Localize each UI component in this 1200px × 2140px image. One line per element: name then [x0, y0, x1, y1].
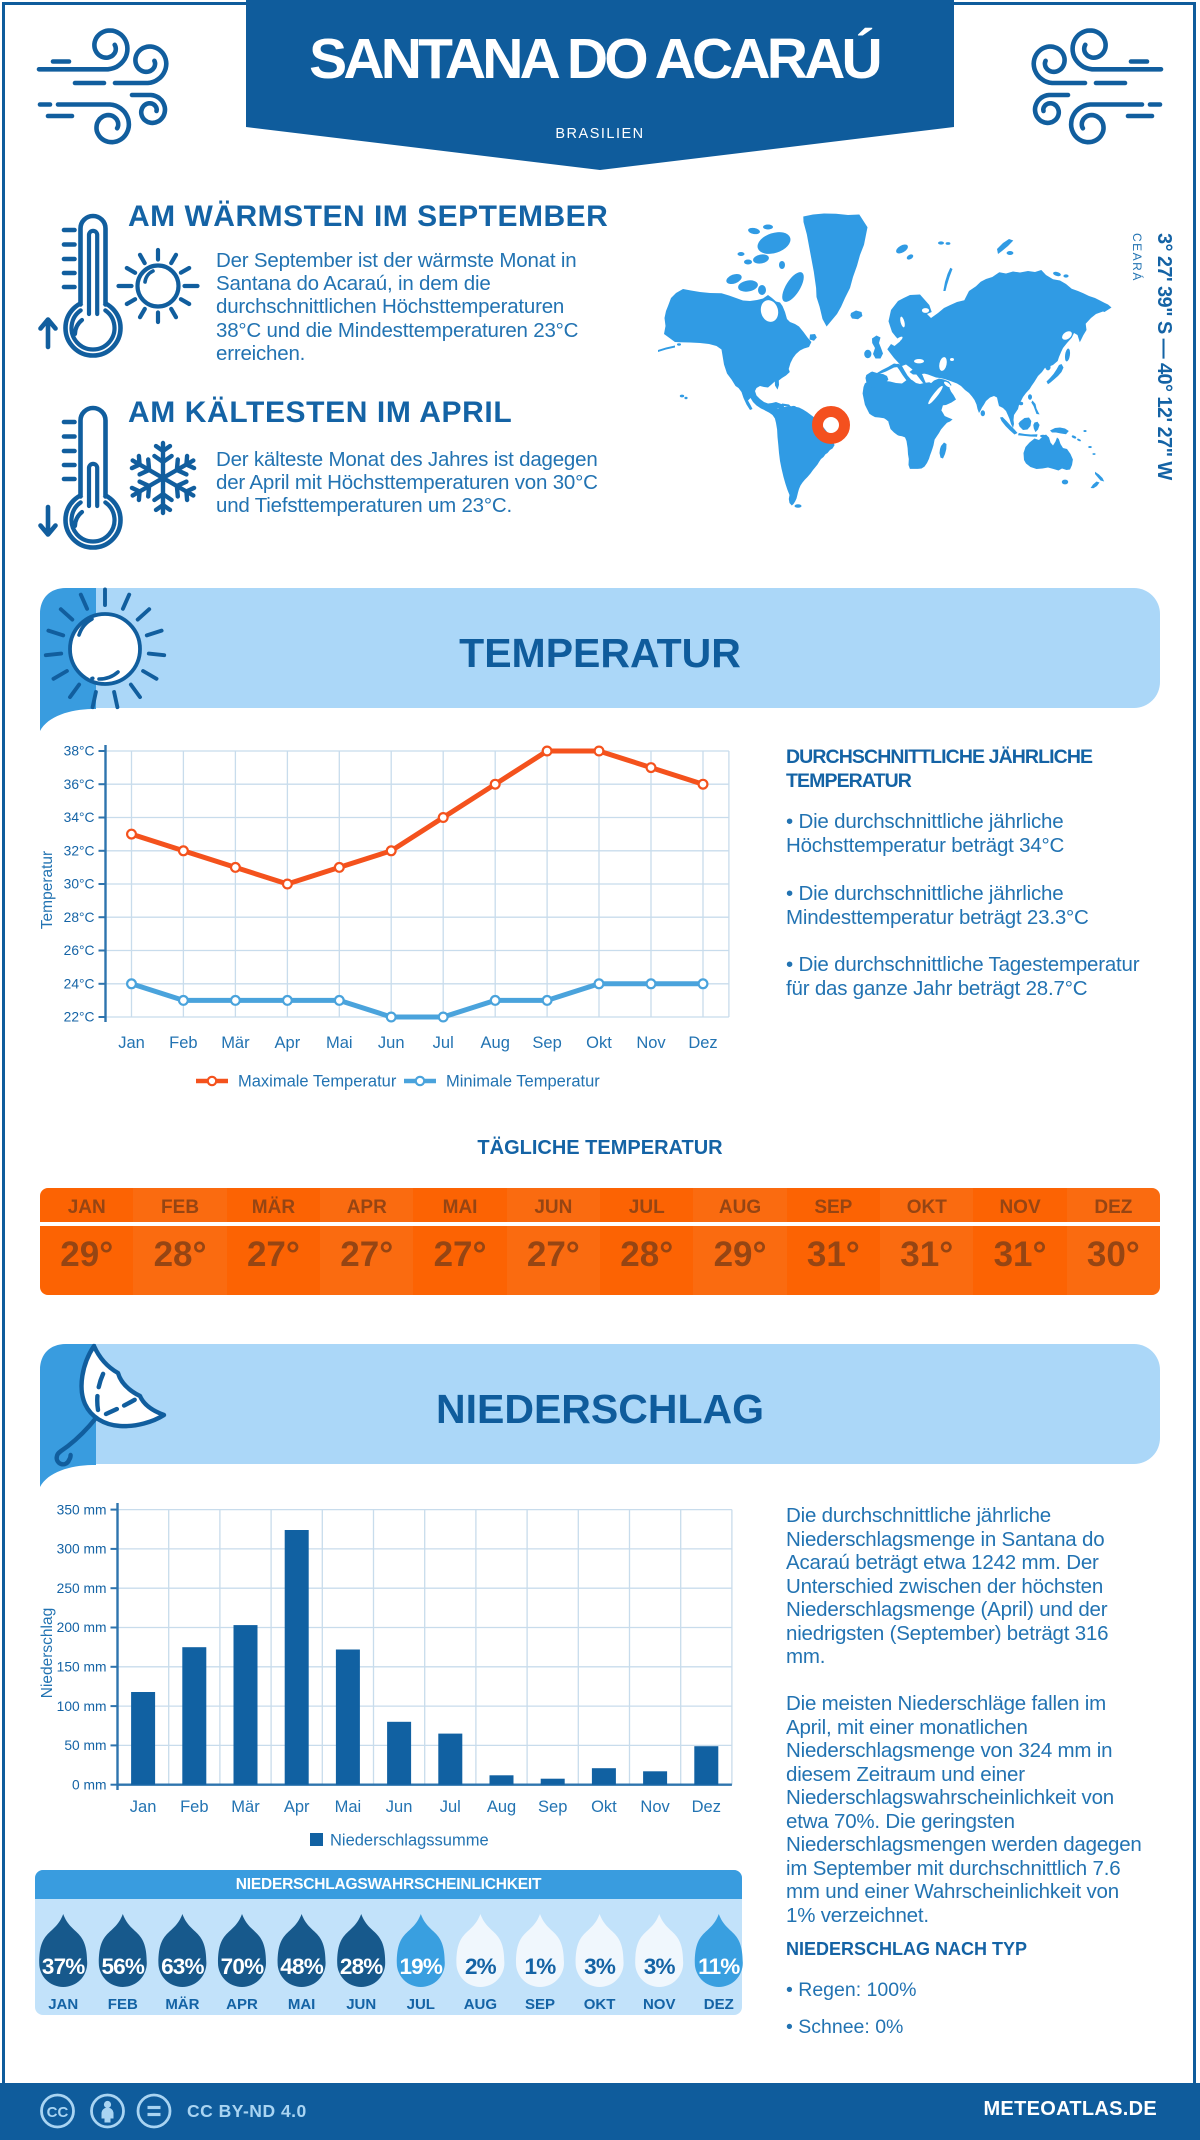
svg-text:FEB: FEB — [108, 1996, 138, 2013]
svg-text:Mär: Mär — [231, 1798, 260, 1816]
svg-text:Mär: Mär — [221, 1034, 250, 1052]
svg-text:Jun: Jun — [378, 1034, 405, 1052]
svg-text:SEP: SEP — [525, 1996, 555, 2013]
svg-text:Dez: Dez — [692, 1798, 721, 1816]
svg-text:250 mm: 250 mm — [57, 1581, 107, 1596]
svg-text:3%: 3% — [584, 1954, 616, 1979]
svg-text:JUN: JUN — [346, 1996, 376, 2013]
svg-text:70%: 70% — [221, 1954, 264, 1979]
svg-text:26°C: 26°C — [64, 943, 95, 958]
svg-text:Jun: Jun — [386, 1798, 413, 1816]
svg-text:34°C: 34°C — [64, 810, 95, 825]
svg-text:Aug: Aug — [481, 1034, 510, 1052]
svg-text:OKT: OKT — [584, 1996, 616, 2013]
svg-text:CC: CC — [47, 2104, 69, 2121]
svg-text:28%: 28% — [340, 1954, 383, 1979]
svg-text:Maximale Temperatur: Maximale Temperatur — [238, 1073, 397, 1091]
svg-text:38°C: 38°C — [64, 744, 95, 759]
svg-text:Apr: Apr — [284, 1798, 310, 1816]
svg-text:Temperatur: Temperatur — [39, 851, 56, 929]
svg-text:Feb: Feb — [180, 1798, 208, 1816]
svg-text:Sep: Sep — [532, 1034, 561, 1052]
svg-text:Okt: Okt — [591, 1798, 617, 1816]
svg-text:56%: 56% — [101, 1954, 144, 1979]
svg-text:Mai: Mai — [335, 1798, 362, 1816]
svg-text:Jan: Jan — [118, 1034, 145, 1052]
svg-text:24°C: 24°C — [64, 977, 95, 992]
svg-text:Mai: Mai — [326, 1034, 353, 1052]
svg-text:Dez: Dez — [688, 1034, 717, 1052]
svg-text:37%: 37% — [42, 1954, 85, 1979]
svg-text:350 mm: 350 mm — [57, 1502, 107, 1517]
svg-text:Niederschlagssumme: Niederschlagssumme — [330, 1832, 489, 1850]
svg-text:200 mm: 200 mm — [57, 1620, 107, 1635]
svg-text:1%: 1% — [525, 1954, 557, 1979]
svg-text:NOV: NOV — [643, 1996, 676, 2013]
svg-text:0 mm: 0 mm — [72, 1777, 107, 1792]
svg-text:3%: 3% — [644, 1954, 676, 1979]
svg-text:Jul: Jul — [433, 1034, 454, 1052]
svg-text:32°C: 32°C — [64, 844, 95, 859]
svg-text:63%: 63% — [161, 1954, 204, 1979]
svg-text:11%: 11% — [698, 1954, 740, 1979]
svg-text:100 mm: 100 mm — [57, 1699, 107, 1714]
svg-text:48%: 48% — [280, 1954, 323, 1979]
svg-text:2%: 2% — [465, 1954, 497, 1979]
svg-text:JUL: JUL — [407, 1996, 435, 2013]
svg-text:30°C: 30°C — [64, 877, 95, 892]
svg-text:Minimale Temperatur: Minimale Temperatur — [446, 1073, 600, 1091]
svg-text:19%: 19% — [399, 1954, 442, 1979]
svg-text:300 mm: 300 mm — [57, 1542, 107, 1557]
svg-text:Feb: Feb — [169, 1034, 197, 1052]
svg-text:36°C: 36°C — [64, 777, 95, 792]
svg-text:AUG: AUG — [464, 1996, 497, 2013]
svg-text:Nov: Nov — [636, 1034, 666, 1052]
svg-text:Niederschlag: Niederschlag — [39, 1608, 56, 1698]
svg-text:MÄR: MÄR — [165, 1996, 199, 2013]
svg-text:150 mm: 150 mm — [57, 1660, 107, 1675]
svg-text:Sep: Sep — [538, 1798, 567, 1816]
svg-text:Okt: Okt — [586, 1034, 612, 1052]
svg-text:APR: APR — [226, 1996, 258, 2013]
svg-text:Jan: Jan — [130, 1798, 157, 1816]
svg-text:22°C: 22°C — [64, 1010, 95, 1025]
svg-text:DEZ: DEZ — [704, 1996, 734, 2013]
svg-text:JAN: JAN — [48, 1996, 78, 2013]
svg-text:28°C: 28°C — [64, 910, 95, 925]
svg-text:MAI: MAI — [288, 1996, 316, 2013]
svg-text:Aug: Aug — [487, 1798, 516, 1816]
svg-text:Jul: Jul — [440, 1798, 461, 1816]
svg-text:50 mm: 50 mm — [64, 1738, 106, 1753]
svg-text:Nov: Nov — [640, 1798, 670, 1816]
svg-text:Apr: Apr — [275, 1034, 301, 1052]
